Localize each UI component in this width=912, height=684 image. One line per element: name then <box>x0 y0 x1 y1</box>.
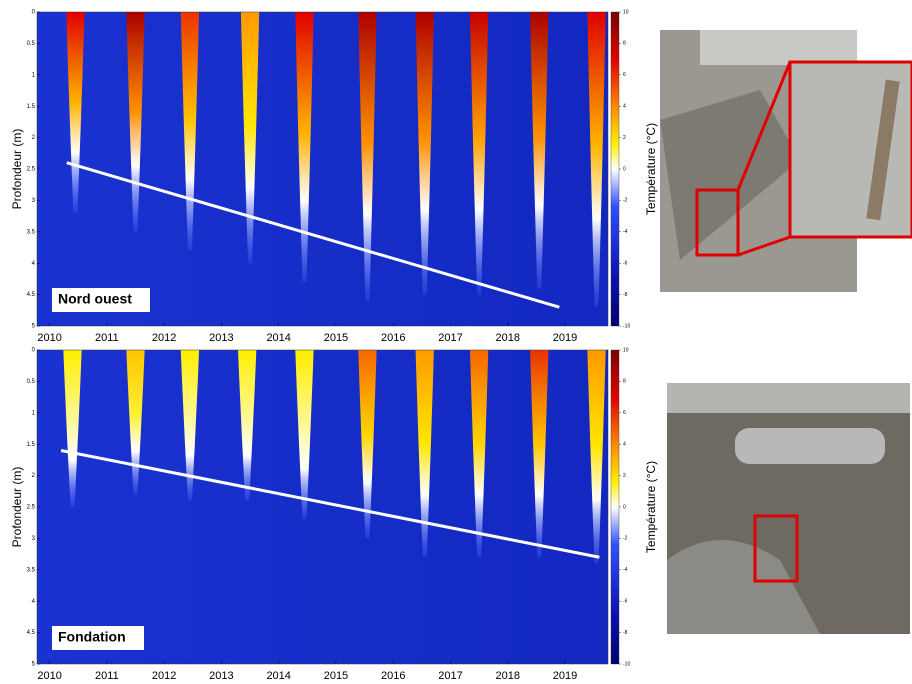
colorbar-tick-label: -6 <box>623 599 628 605</box>
y-tick-label: 3.5 <box>27 229 36 235</box>
colorbar-tick-label: -2 <box>623 198 628 204</box>
colorbar-tick-label: -10 <box>623 323 630 329</box>
x-tick-label: 2013 <box>209 332 233 344</box>
x-tick-label: 2013 <box>209 670 233 682</box>
heatmap-background <box>37 350 608 664</box>
x-tick-label: 2017 <box>438 670 462 682</box>
y-tick-label: 2.5 <box>27 167 36 173</box>
y-tick-label: 3 <box>32 198 36 204</box>
heatmap-background <box>37 12 608 326</box>
x-tick-label: 2010 <box>37 332 61 344</box>
colorbar-tick-label: 8 <box>623 41 626 47</box>
x-tick-label: 2012 <box>152 670 176 682</box>
x-tick-label: 2015 <box>324 670 348 682</box>
colorbar-tick-label: 0 <box>623 166 626 172</box>
colorbar-tick-label: 4 <box>623 442 626 448</box>
y-tick-label: 1.5 <box>27 442 36 448</box>
x-tick-label: 2014 <box>266 670 290 682</box>
x-tick-label: 2011 <box>95 670 119 682</box>
y-tick-label: 0.5 <box>27 41 36 47</box>
x-tick-label: 2015 <box>324 332 348 344</box>
y-tick-label: 4 <box>32 261 36 267</box>
y-tick-label: 4.5 <box>27 292 36 298</box>
y-tick-label: 0.5 <box>27 379 36 385</box>
x-tick-label: 2017 <box>438 332 462 344</box>
colorbar-tick-label: -6 <box>623 261 628 267</box>
colorbar-tick-label: 0 <box>623 504 626 510</box>
colorbar-label: Température (°C) <box>644 461 658 553</box>
figure: 2010201120122013201420152016201720182019… <box>0 0 912 684</box>
colorbar-tick-label: 8 <box>623 379 626 385</box>
y-tick-label: 2.5 <box>27 505 36 511</box>
y-tick-label: 2 <box>32 473 36 479</box>
x-tick-label: 2019 <box>553 332 577 344</box>
y-tick-label: 3 <box>32 536 36 542</box>
colorbar-label: Température (°C) <box>644 123 658 215</box>
y-tick-label: 4.5 <box>27 630 36 636</box>
y-tick-label: 1 <box>32 410 36 416</box>
y-axis-label: Profondeur (m) <box>10 129 24 210</box>
colorbar <box>611 12 619 326</box>
y-tick-label: 5 <box>32 662 36 668</box>
x-tick-label: 2018 <box>496 670 520 682</box>
x-tick-label: 2011 <box>95 332 119 344</box>
colorbar-tick-label: 10 <box>623 9 629 15</box>
colorbar-tick-label: 10 <box>623 347 629 353</box>
colorbar-tick-label: -2 <box>623 536 628 542</box>
x-tick-label: 2016 <box>381 670 405 682</box>
y-axis-label: Profondeur (m) <box>10 467 24 548</box>
colorbar-tick-label: 2 <box>623 135 626 141</box>
colorbar-tick-label: 6 <box>623 410 626 416</box>
photo-fondation <box>667 383 910 634</box>
panel-label: Fondation <box>58 629 126 645</box>
colorbar <box>611 350 619 664</box>
colorbar-tick-label: -4 <box>623 567 628 573</box>
y-tick-label: 2 <box>32 135 36 141</box>
colorbar-tick-label: 2 <box>623 473 626 479</box>
panel-label: Nord ouest <box>58 291 132 307</box>
y-tick-label: 1.5 <box>27 104 36 110</box>
x-tick-label: 2016 <box>381 332 405 344</box>
photo-nord-ouest <box>660 30 912 292</box>
y-tick-label: 0 <box>32 348 36 354</box>
x-tick-label: 2019 <box>553 670 577 682</box>
y-tick-label: 3.5 <box>27 567 36 573</box>
y-tick-label: 1 <box>32 72 36 78</box>
x-tick-label: 2018 <box>496 332 520 344</box>
colorbar-tick-label: -8 <box>623 292 628 298</box>
y-tick-label: 5 <box>32 324 36 330</box>
y-tick-label: 0 <box>32 10 36 16</box>
colorbar-tick-label: 6 <box>623 72 626 78</box>
colorbar-tick-label: -4 <box>623 229 628 235</box>
colorbar-tick-label: -10 <box>623 661 630 667</box>
x-tick-label: 2014 <box>266 332 290 344</box>
x-tick-label: 2012 <box>152 332 176 344</box>
x-tick-label: 2010 <box>37 670 61 682</box>
colorbar-tick-label: 4 <box>623 104 626 110</box>
y-tick-label: 4 <box>32 599 36 605</box>
colorbar-tick-label: -8 <box>623 630 628 636</box>
